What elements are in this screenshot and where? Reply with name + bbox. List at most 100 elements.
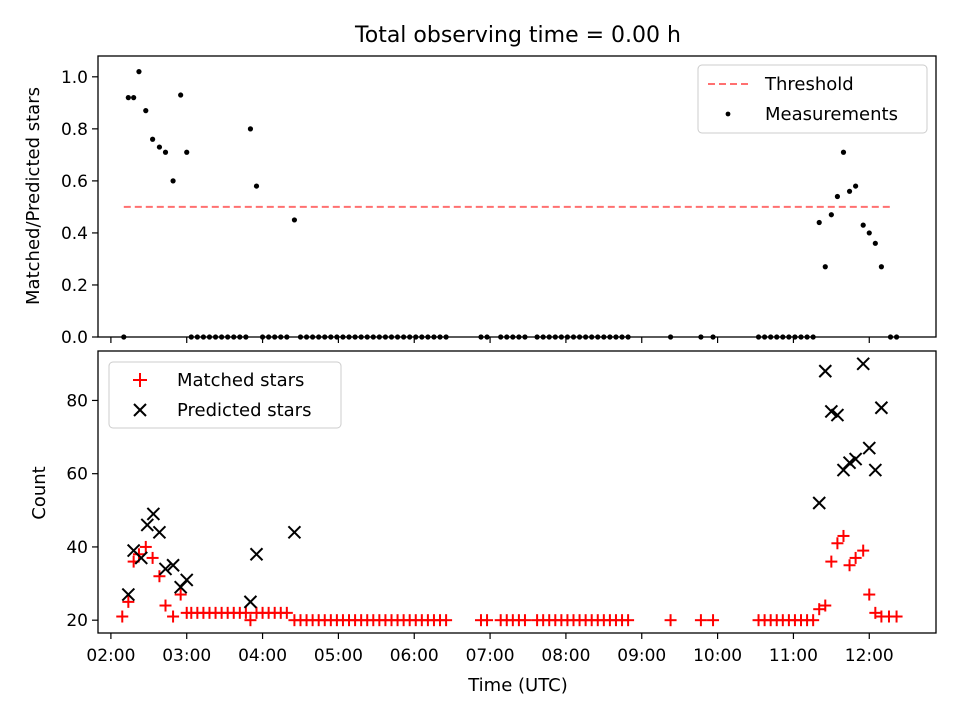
measurement-point: [125, 95, 131, 101]
bottom-y-tick-label: 20: [66, 611, 88, 631]
bottom-x-tick-label: 11:00: [769, 646, 818, 666]
predicted-star-point: [158, 562, 173, 576]
matched-star-point: [707, 614, 720, 627]
measurement-point: [253, 183, 260, 189]
bottom-y-axis-label: Count: [29, 466, 50, 519]
predicted-star-point: [134, 551, 148, 565]
measurement-point: [828, 212, 834, 218]
top-plot-area: [121, 69, 900, 340]
measurement-point: [156, 144, 163, 150]
predicted-star-point: [180, 573, 194, 587]
matched-star-point: [122, 595, 135, 608]
top-y-tick-label: 0.2: [61, 276, 88, 296]
predicted-star-point: [842, 455, 857, 470]
predicted-star-point: [818, 364, 832, 378]
matched-star-point: [837, 529, 850, 542]
top-legend: Threshold Measurements: [697, 64, 928, 134]
measurement-point: [822, 264, 828, 270]
bottom-y-axis: 20 40 60 80: [66, 391, 98, 631]
matched-star-point: [481, 614, 494, 627]
bottom-legend-box: [108, 361, 342, 429]
bottom-axes-frame: [97, 350, 937, 634]
top-chart: 0.0 0.2 0.4 0.6 0.8 1.0 Matched/Predicted sta…: [23, 55, 937, 348]
measurement-point: [878, 264, 884, 270]
bottom-x-tick-label: 04:00: [238, 646, 287, 666]
top-y-tick-label: 0.4: [61, 224, 88, 244]
matched-legend-swatch: [133, 373, 147, 387]
top-legend-box: [697, 64, 928, 134]
matched-star-point: [167, 610, 180, 623]
predicted-star-point: [152, 525, 167, 539]
top-y-tick-label: 0.8: [61, 120, 88, 140]
bottom-x-axis-label: Time (UTC): [467, 675, 568, 696]
bottom-x-tick-label: 02:00: [86, 646, 135, 666]
matched-legend-label: Matched stars: [177, 370, 304, 391]
matched-star-point: [159, 599, 172, 612]
top-y-axis: 0.0 0.2 0.4 0.6 0.8 1.0: [61, 68, 98, 348]
threshold-legend-label: Threshold: [764, 74, 854, 95]
matched-star-point: [139, 540, 152, 553]
measurement-point: [866, 230, 872, 236]
top-y-tick-label: 0.0: [61, 328, 88, 348]
matched-star-point: [116, 610, 129, 623]
predicted-star-point: [868, 463, 883, 477]
bottom-y-tick-label: 40: [66, 538, 88, 558]
matched-star-point: [153, 570, 166, 583]
measurement-point: [150, 136, 156, 142]
matched-star-point: [174, 588, 187, 601]
measurement-point: [816, 219, 822, 226]
bottom-y-tick-label: 80: [66, 391, 88, 411]
measurement-point: [834, 193, 841, 200]
measurement-point: [131, 95, 137, 101]
bottom-plot-area: [116, 357, 903, 627]
measurement-point: [860, 222, 866, 228]
top-y-axis-label: Matched/Predicted stars: [23, 87, 44, 305]
bottom-legend: Matched stars Predicted stars: [108, 361, 342, 429]
measurement-point: [178, 92, 184, 98]
matched-star-point: [239, 606, 252, 619]
predicted-star-point: [812, 496, 826, 510]
predicted-star-point: [287, 525, 302, 539]
matched-star-point: [819, 599, 832, 612]
matched-star-point: [869, 606, 882, 619]
matched-star-point: [622, 614, 635, 627]
matched-star-point: [664, 614, 677, 627]
bottom-x-tick-label: 06:00: [390, 646, 439, 666]
predicted-star-point: [874, 401, 889, 415]
measurements-legend-swatch: [725, 111, 731, 117]
predicted-legend-swatch: [133, 403, 147, 417]
measurement-point: [170, 178, 176, 184]
predicted-legend-label: Predicted stars: [177, 400, 311, 421]
bottom-x-tick-label: 07:00: [466, 646, 515, 666]
measurements-legend-label: Measurements: [765, 104, 898, 125]
predicted-star-point: [146, 507, 161, 521]
bottom-x-tick-label: 09:00: [617, 646, 666, 666]
top-x-ticks: [110, 337, 870, 343]
bottom-x-tick-label: 03:00: [162, 646, 211, 666]
measurement-point: [872, 240, 878, 246]
matched-star-point: [694, 614, 707, 627]
bottom-x-tick-label: 10:00: [693, 646, 742, 666]
matched-star-point: [518, 614, 531, 627]
bottom-x-tick-label: 08:00: [541, 646, 590, 666]
predicted-star-point: [243, 595, 258, 609]
matched-star-point: [849, 551, 862, 564]
predicted-star-point: [140, 518, 155, 532]
top-chart-title: Total observing time = 0.00 h: [354, 23, 681, 48]
predicted-star-point: [862, 441, 876, 455]
bottom-x-tick-label: 05:00: [314, 646, 363, 666]
predicted-star-point: [249, 547, 264, 561]
matched-star-point: [146, 551, 159, 564]
predicted-star-point: [830, 408, 845, 422]
predicted-star-point: [121, 587, 136, 602]
predicted-star-point: [166, 558, 180, 572]
matched-star-point: [843, 559, 856, 572]
bottom-x-axis: 02:00 03:00 04:00 05:00 06:00 07:00 08:00 09:00…: [86, 633, 894, 666]
measurement-point: [291, 217, 298, 223]
measurement-point: [840, 149, 847, 155]
matched-star-point: [863, 588, 876, 601]
matched-star-point: [807, 614, 820, 627]
matched-star-point: [813, 603, 826, 616]
